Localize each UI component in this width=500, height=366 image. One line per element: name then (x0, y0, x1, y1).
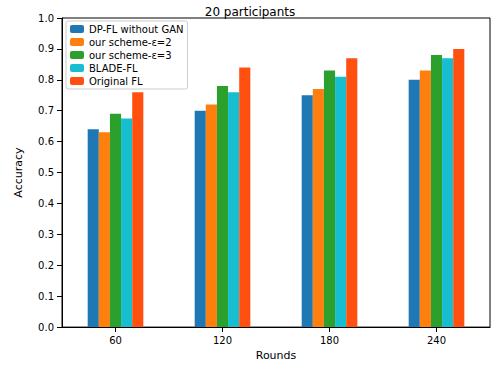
svg-text:0.1: 0.1 (38, 291, 54, 302)
svg-text:0.0: 0.0 (38, 322, 54, 333)
svg-text:0.2: 0.2 (38, 260, 54, 271)
svg-text:1.0: 1.0 (38, 13, 54, 24)
svg-text:DP-FL without GAN: DP-FL without GAN (89, 24, 183, 35)
svg-text:0.3: 0.3 (38, 229, 54, 240)
svg-text:60: 60 (109, 335, 122, 346)
svg-text:240: 240 (427, 335, 446, 346)
svg-text:0.6: 0.6 (38, 136, 54, 147)
svg-text:120: 120 (213, 335, 232, 346)
svg-text:our scheme-ε=2: our scheme-ε=2 (89, 37, 172, 48)
svg-text:Original FL: Original FL (89, 76, 143, 87)
svg-text:180: 180 (320, 335, 339, 346)
svg-text:20 participants: 20 participants (205, 5, 296, 19)
svg-text:BLADE-FL: BLADE-FL (89, 63, 138, 74)
svg-text:0.5: 0.5 (38, 167, 54, 178)
svg-text:0.7: 0.7 (38, 105, 54, 116)
svg-text:0.8: 0.8 (38, 74, 54, 85)
svg-text:0.4: 0.4 (38, 198, 54, 209)
svg-text:Rounds: Rounds (256, 349, 297, 362)
svg-text:Accuracy: Accuracy (12, 147, 25, 198)
svg-text:our scheme-ε=3: our scheme-ε=3 (89, 50, 172, 61)
svg-text:0.9: 0.9 (38, 43, 54, 54)
